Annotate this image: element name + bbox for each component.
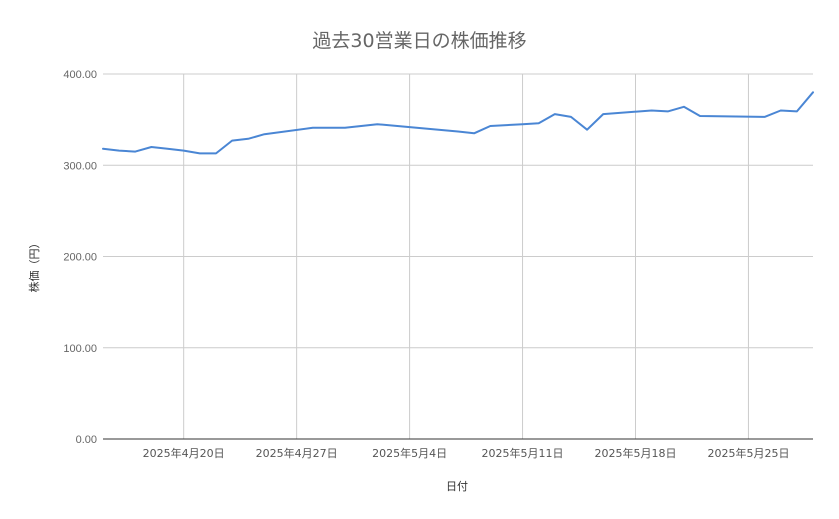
y-tick-label: 200.00 [63, 252, 97, 264]
x-tick-label: 2025年5月11日 [482, 446, 564, 460]
y-tick-label: 400.00 [63, 69, 97, 81]
y-tick-label: 300.00 [63, 160, 97, 172]
x-axis-title: 日付 [446, 480, 468, 493]
series-line [102, 91, 814, 155]
gridlines [103, 73, 813, 439]
x-tick-label: 2025年5月18日 [595, 446, 677, 460]
x-tick-label: 2025年5月25日 [707, 446, 789, 460]
chart-title: 過去30営業日の株価推移 [312, 30, 527, 52]
y-tick-label: 0.00 [76, 434, 97, 446]
tick-labels: 0.00 100.00 200.00 300.00 400.00 2025年4月20日 20… [63, 69, 789, 460]
y-axis-title: 株価（円） [27, 238, 41, 293]
y-tick-label: 100.00 [63, 343, 97, 355]
series [102, 91, 814, 155]
x-tick-label: 2025年5月4日 [372, 446, 447, 460]
x-tick-label: 2025年4月27日 [256, 446, 338, 460]
x-tick-label: 2025年4月20日 [143, 446, 225, 460]
